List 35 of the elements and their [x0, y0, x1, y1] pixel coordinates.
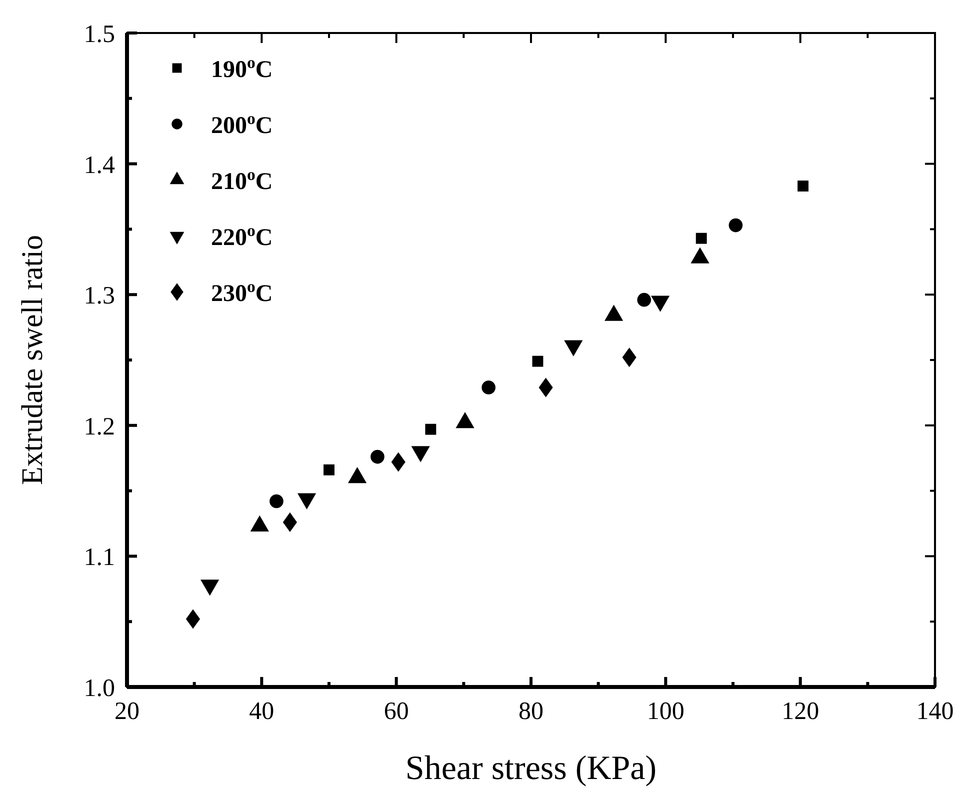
point [391, 452, 406, 472]
y-tick-label: 1.5 [84, 21, 115, 48]
point [282, 512, 297, 532]
x-tick-label: 140 [916, 698, 954, 725]
point [728, 218, 743, 232]
point [482, 380, 496, 394]
point [270, 494, 284, 508]
y-tick-label: 1.3 [84, 282, 115, 310]
point [370, 450, 384, 464]
x-tick-label: 100 [646, 698, 684, 725]
legend-label: 210$^{o}$C [211, 164, 273, 195]
point [538, 378, 553, 398]
y-tick-label: 1.4 [84, 152, 116, 179]
y-tick-label: 1.0 [84, 675, 115, 702]
x-tick-label: 20 [114, 698, 140, 725]
point [696, 232, 707, 244]
point [798, 180, 809, 192]
x-axis-title: Shear stress (KPa) [405, 750, 657, 787]
point [425, 424, 436, 435]
point [324, 464, 334, 476]
point [637, 292, 652, 307]
legend-label: 220$^{o}$C [211, 220, 273, 251]
y-tick-label: 1.2 [84, 413, 115, 440]
legend-label: 190$^{o}$C [211, 52, 273, 83]
x-tick-label: 80 [518, 698, 544, 725]
x-tick-label: 60 [384, 698, 409, 725]
x-tick-label: 120 [782, 698, 820, 725]
y-axis-title: Extrudate swell ratio [16, 235, 49, 485]
y-tick-label: 1.1 [84, 544, 115, 572]
point [622, 348, 636, 368]
legend-label: 230$^{o}$C [211, 276, 273, 307]
legend-label: 200$^{o}$C [211, 108, 273, 139]
point [186, 609, 200, 629]
point [532, 356, 544, 367]
x-tick-label: 40 [249, 698, 274, 725]
